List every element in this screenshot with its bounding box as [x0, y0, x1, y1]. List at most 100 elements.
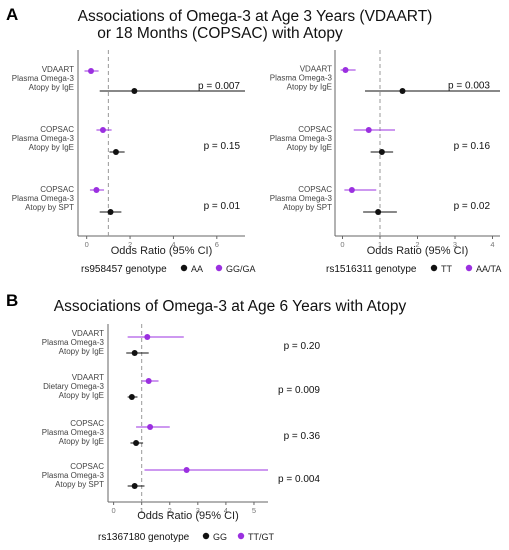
panel-a-letter: A [6, 5, 18, 24]
point-estimate [375, 209, 382, 215]
row-label: Plasma Omega-3 [12, 194, 75, 203]
p-value: p = 0.16 [454, 141, 491, 152]
point-estimate [99, 127, 106, 133]
x-tick-label: 2 [168, 506, 172, 515]
panel-a-title-line2: or 18 Months (COPSAC) with Atopy [97, 25, 343, 42]
row-label: Atopy by IgE [59, 391, 104, 400]
point-estimate [348, 187, 355, 193]
point-estimate [183, 467, 190, 473]
row-label: Plasma Omega-3 [42, 428, 105, 437]
x-tick-label: 2 [128, 240, 132, 249]
x-tick-label: 2 [415, 240, 419, 249]
point-estimate [131, 483, 138, 489]
legend-marker [430, 264, 438, 272]
legend-title: rs1516311 genotype [326, 264, 417, 275]
row-label: COPSAC [40, 185, 74, 194]
row-label: COPSAC [70, 419, 104, 428]
p-value: p = 0.02 [454, 201, 491, 212]
point-estimate [93, 187, 100, 193]
p-value: p = 0.01 [204, 201, 241, 212]
x-tick-label: 0 [340, 240, 344, 249]
row-label: Atopy by IgE [29, 83, 74, 92]
point-estimate [131, 88, 138, 94]
row-label: COPSAC [298, 125, 332, 134]
legend-entry-label: AA [191, 264, 203, 274]
row-label: COPSAC [298, 185, 332, 194]
point-estimate [128, 394, 135, 400]
point-estimate [107, 209, 114, 215]
point-estimate [88, 68, 95, 74]
legend-entry-label: GG [213, 532, 227, 542]
x-tick-label: 5 [252, 506, 256, 515]
row-label: VDAART [300, 65, 332, 74]
p-value: p = 0.004 [278, 474, 320, 485]
row-label: Plasma Omega-3 [270, 194, 333, 203]
point-estimate [378, 149, 385, 155]
legend-entry-label: TT/GT [248, 532, 274, 542]
p-value: p = 0.20 [284, 341, 321, 352]
legend-marker [237, 532, 245, 540]
legend: rs1367180 genotype GG TT/GT [98, 532, 274, 543]
row-label: COPSAC [70, 462, 104, 471]
row-label: Plasma Omega-3 [42, 471, 105, 480]
point-estimate [131, 350, 138, 356]
p-value: p = 0.36 [284, 431, 321, 442]
row-label: Plasma Omega-3 [42, 338, 105, 347]
legend-title: rs1367180 genotype [98, 532, 190, 543]
x-tick-label: 4 [224, 506, 228, 515]
row-label: Atopy by IgE [287, 83, 332, 92]
x-axis-title: Odds Ratio (95% CI) [137, 510, 238, 522]
row-label: Dietary Omega-3 [43, 382, 104, 391]
row-label: Atopy by IgE [59, 347, 104, 356]
row-label: Atopy by IgE [287, 143, 332, 152]
point-estimate [365, 127, 372, 133]
row-label: Atopy by IgE [59, 437, 104, 446]
point-estimate [112, 149, 119, 155]
point-estimate [133, 440, 140, 446]
p-value: p = 0.009 [278, 385, 320, 396]
legend-entry-label: GG/GA [226, 264, 256, 274]
point-estimate [342, 67, 349, 73]
legend-entry-label: AA/TA [476, 264, 501, 274]
point-estimate [145, 378, 152, 384]
panel-b-title: Associations of Omega-3 at Age 6 Years w… [54, 298, 407, 315]
point-estimate [147, 424, 154, 430]
p-value: p = 0.007 [198, 81, 240, 92]
x-tick-label: 0 [112, 506, 116, 515]
row-label: COPSAC [40, 125, 74, 134]
panel-b-letter: B [6, 291, 18, 310]
x-tick-label: 6 [215, 240, 219, 249]
p-value: p = 0.003 [448, 81, 490, 92]
row-label: Atopy by SPT [283, 203, 332, 212]
x-axis-title: Odds Ratio (95% CI) [111, 245, 212, 257]
x-tick-label: 3 [196, 506, 200, 515]
legend-marker [465, 264, 473, 272]
row-label: Plasma Omega-3 [12, 134, 75, 143]
row-label: Plasma Omega-3 [270, 74, 333, 83]
row-label: VDAART [72, 329, 104, 338]
row-label: Plasma Omega-3 [270, 134, 333, 143]
row-label: VDAART [42, 65, 74, 74]
x-tick-label: 0 [85, 240, 89, 249]
legend-marker [215, 264, 223, 272]
legend-marker [180, 264, 188, 272]
x-tick-label: 4 [171, 240, 175, 249]
row-label: Plasma Omega-3 [12, 74, 75, 83]
panel-a-title-line1: Associations of Omega-3 at Age 3 Years (… [78, 8, 433, 25]
row-label: Atopy by SPT [25, 203, 74, 212]
legend: rs1516311 genotype TT AA/TA [326, 264, 501, 275]
legend-entry-label: TT [441, 264, 452, 274]
row-label: VDAART [72, 373, 104, 382]
p-value: p = 0.15 [204, 141, 241, 152]
x-axis-title: Odds Ratio (95% CI) [367, 245, 468, 257]
point-estimate [144, 334, 151, 340]
x-tick-label: 1 [378, 240, 382, 249]
legend-title: rs958457 genotype [81, 264, 167, 275]
row-label: Atopy by IgE [29, 143, 74, 152]
point-estimate [399, 88, 406, 94]
x-tick-label: 3 [453, 240, 457, 249]
